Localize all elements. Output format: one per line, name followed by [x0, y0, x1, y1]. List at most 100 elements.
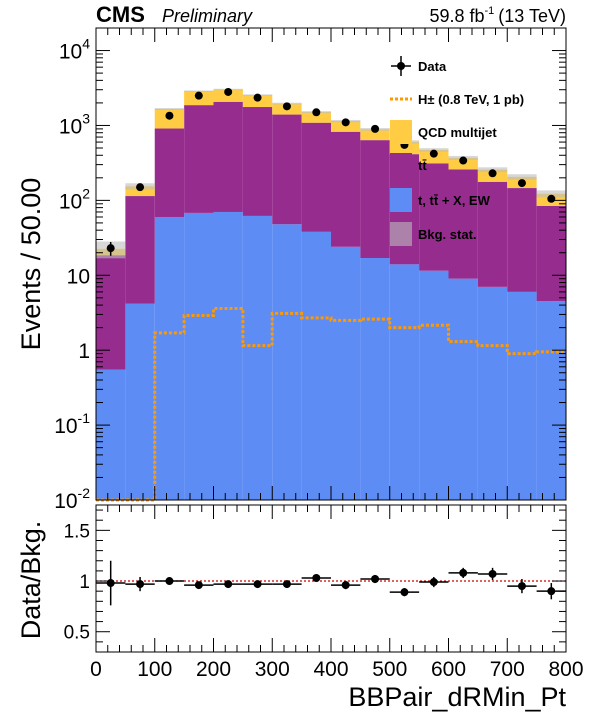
ratio-y-tick-label: 1	[79, 572, 90, 593]
y-tick-label: 104	[59, 36, 90, 64]
x-tick-label: 0	[90, 658, 102, 681]
ratio-plot-panel: 0.5 1 1.5 0 100 200 300 400 500 600 700 800 Data/B…	[16, 504, 584, 712]
bar-ttbar	[301, 122, 331, 232]
cms-label: CMS	[96, 2, 145, 27]
ratio-y-tick-label: 0.5	[64, 623, 90, 644]
legend-swatch-ttbar	[390, 153, 412, 177]
bar-ttbar	[448, 169, 478, 279]
y-tick-label: 10-2	[54, 485, 90, 513]
legend-label: t, tt̄ + X, EW	[418, 193, 491, 208]
main-plot-panel: 10-2 10-1 1 10 102 103 104 Events / 50.00 Data…	[16, 27, 567, 513]
bar-ew	[213, 211, 243, 500]
bar-ew	[272, 224, 302, 501]
legend-label: QCD multijet	[418, 125, 497, 140]
bar-ttbar	[272, 114, 302, 225]
ratio-y-axis-title: Data/Bkg.	[16, 521, 46, 640]
ratio-point	[194, 581, 203, 590]
y-tick-label: 102	[59, 185, 90, 213]
bar-ew	[96, 369, 126, 500]
bar-ew	[301, 231, 331, 500]
ratio-point	[312, 573, 321, 582]
ratio-point	[253, 580, 262, 589]
data-point	[341, 118, 350, 127]
data-point	[488, 169, 497, 178]
x-tick-label: 700	[490, 658, 525, 681]
bar-ttbar	[331, 131, 361, 247]
x-tick-label: 100	[137, 658, 172, 681]
x-tick-label: 300	[255, 658, 290, 681]
ratio-plot-ticks	[95, 505, 567, 653]
bar-ttbar	[184, 105, 214, 213]
bar-ew	[536, 301, 566, 500]
x-tick-label: 400	[313, 658, 348, 681]
bar-ttbar	[242, 107, 273, 216]
data-point	[106, 244, 115, 253]
data-point	[459, 156, 468, 165]
bar-ew	[242, 215, 273, 501]
legend-label: tt̄	[418, 158, 427, 173]
signal-line	[96, 307, 566, 502]
legend-label: Data	[418, 59, 447, 74]
bar-ew	[184, 212, 214, 500]
bar-ttbar	[213, 101, 243, 212]
bar-ttbar	[154, 128, 185, 217]
data-point	[429, 149, 438, 158]
data-point	[282, 102, 291, 111]
ratio-point	[136, 580, 145, 589]
data-point	[194, 91, 203, 100]
preliminary-label: Preliminary	[162, 6, 253, 26]
bar-ttbar	[419, 163, 449, 271]
x-tick-label: 500	[372, 658, 407, 681]
bar-ew	[507, 291, 537, 500]
stat-band-segment	[154, 108, 185, 110]
stat-band-segment	[184, 90, 214, 92]
legend-swatch-qcd	[390, 120, 412, 144]
data-point	[371, 124, 380, 133]
bar-qcd	[301, 112, 331, 123]
ratio-points	[96, 560, 566, 606]
ratio-point	[106, 579, 115, 588]
x-axis-title: BBPair_dRMin_Pt	[348, 682, 566, 712]
ratio-point	[517, 582, 526, 591]
y-tick-label: 1	[78, 340, 90, 363]
data-point	[253, 93, 262, 102]
x-tick-label: 800	[548, 658, 583, 681]
main-y-tick-labels: 10-2 10-1 1 10 102 103 104	[54, 36, 90, 513]
lumi-label: 59.8 fb-1 (13 TeV)	[429, 5, 566, 26]
data-point	[312, 108, 321, 117]
stat-band-segment	[507, 174, 537, 180]
data-point	[136, 183, 145, 192]
ratio-point	[371, 575, 380, 584]
bar-ew	[448, 278, 478, 500]
bar-ew	[331, 246, 361, 500]
stat-band-segment	[536, 190, 566, 198]
bar-ew	[389, 264, 420, 500]
ratio-point	[547, 587, 556, 596]
ratio-point	[282, 580, 291, 589]
bar-ew	[125, 303, 155, 500]
bar-ttbar	[96, 255, 126, 370]
y-tick-label: 10-1	[54, 410, 90, 438]
main-y-axis-title: Events / 50.00	[16, 178, 46, 351]
data-point	[547, 194, 556, 203]
bar-ttbar	[477, 181, 508, 287]
y-tick-label: 10	[67, 265, 90, 288]
legend: Data H± (0.8 TeV, 1 pb) QCD multijet tt̄ t, …	[390, 56, 524, 246]
bar-qcd	[360, 129, 390, 141]
ratio-point	[488, 569, 497, 578]
y-tick-label: 103	[59, 110, 90, 138]
bar-ew	[154, 216, 185, 500]
x-tick-label: 200	[196, 658, 231, 681]
ratio-y-tick-label: 1.5	[64, 521, 90, 542]
ratio-point	[341, 581, 350, 590]
legend-label: Bkg. stat.	[418, 227, 477, 242]
bar-ew	[477, 286, 508, 500]
data-point	[517, 179, 526, 188]
legend-data-marker	[397, 62, 405, 70]
ratio-point	[165, 577, 174, 586]
ratio-y-tick-labels: 0.5 1 1.5	[64, 521, 90, 643]
ratio-point	[429, 578, 438, 587]
ratio-point	[400, 588, 409, 597]
x-tick-label: 600	[431, 658, 466, 681]
